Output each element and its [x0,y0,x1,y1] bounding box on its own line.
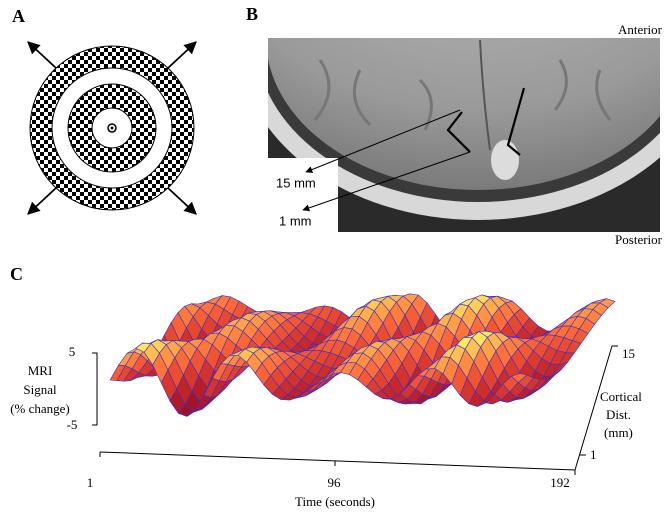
panel-letter: B [246,4,258,24]
signal-surface [110,294,615,417]
y-axis-label: (% change) [10,401,70,416]
callout-label: 1 mm [279,213,312,228]
anterior-label: Anterior [618,22,663,37]
posterior-label: Posterior [615,232,663,247]
x-tick-label: 96 [328,475,342,490]
callout-label: 15 mm [276,175,316,190]
depth-tick-label: 15 [622,346,635,361]
y-axis-label: MRI [28,363,53,378]
checkerboard-stimulus [30,46,194,210]
panel-letter: C [10,264,23,284]
y-tick-label: -5 [67,417,78,432]
figure: A B Anterior Posterior 15 mm 1 mm C [0,0,666,513]
depth-axis-label: Cortical [600,389,642,404]
y-tick-label: 5 [69,344,76,359]
y-axis-label: Signal [23,382,57,397]
x-axis-label: Time (seconds) [295,494,375,509]
panel-letter: A [12,6,25,26]
depth-tick-label: 1 [590,447,597,462]
x-tick-label: 1 [87,475,94,490]
x-tick-label: 192 [550,475,570,490]
depth-axis-label: Dist. [606,407,631,422]
depth-axis-label: (mm) [604,425,633,440]
